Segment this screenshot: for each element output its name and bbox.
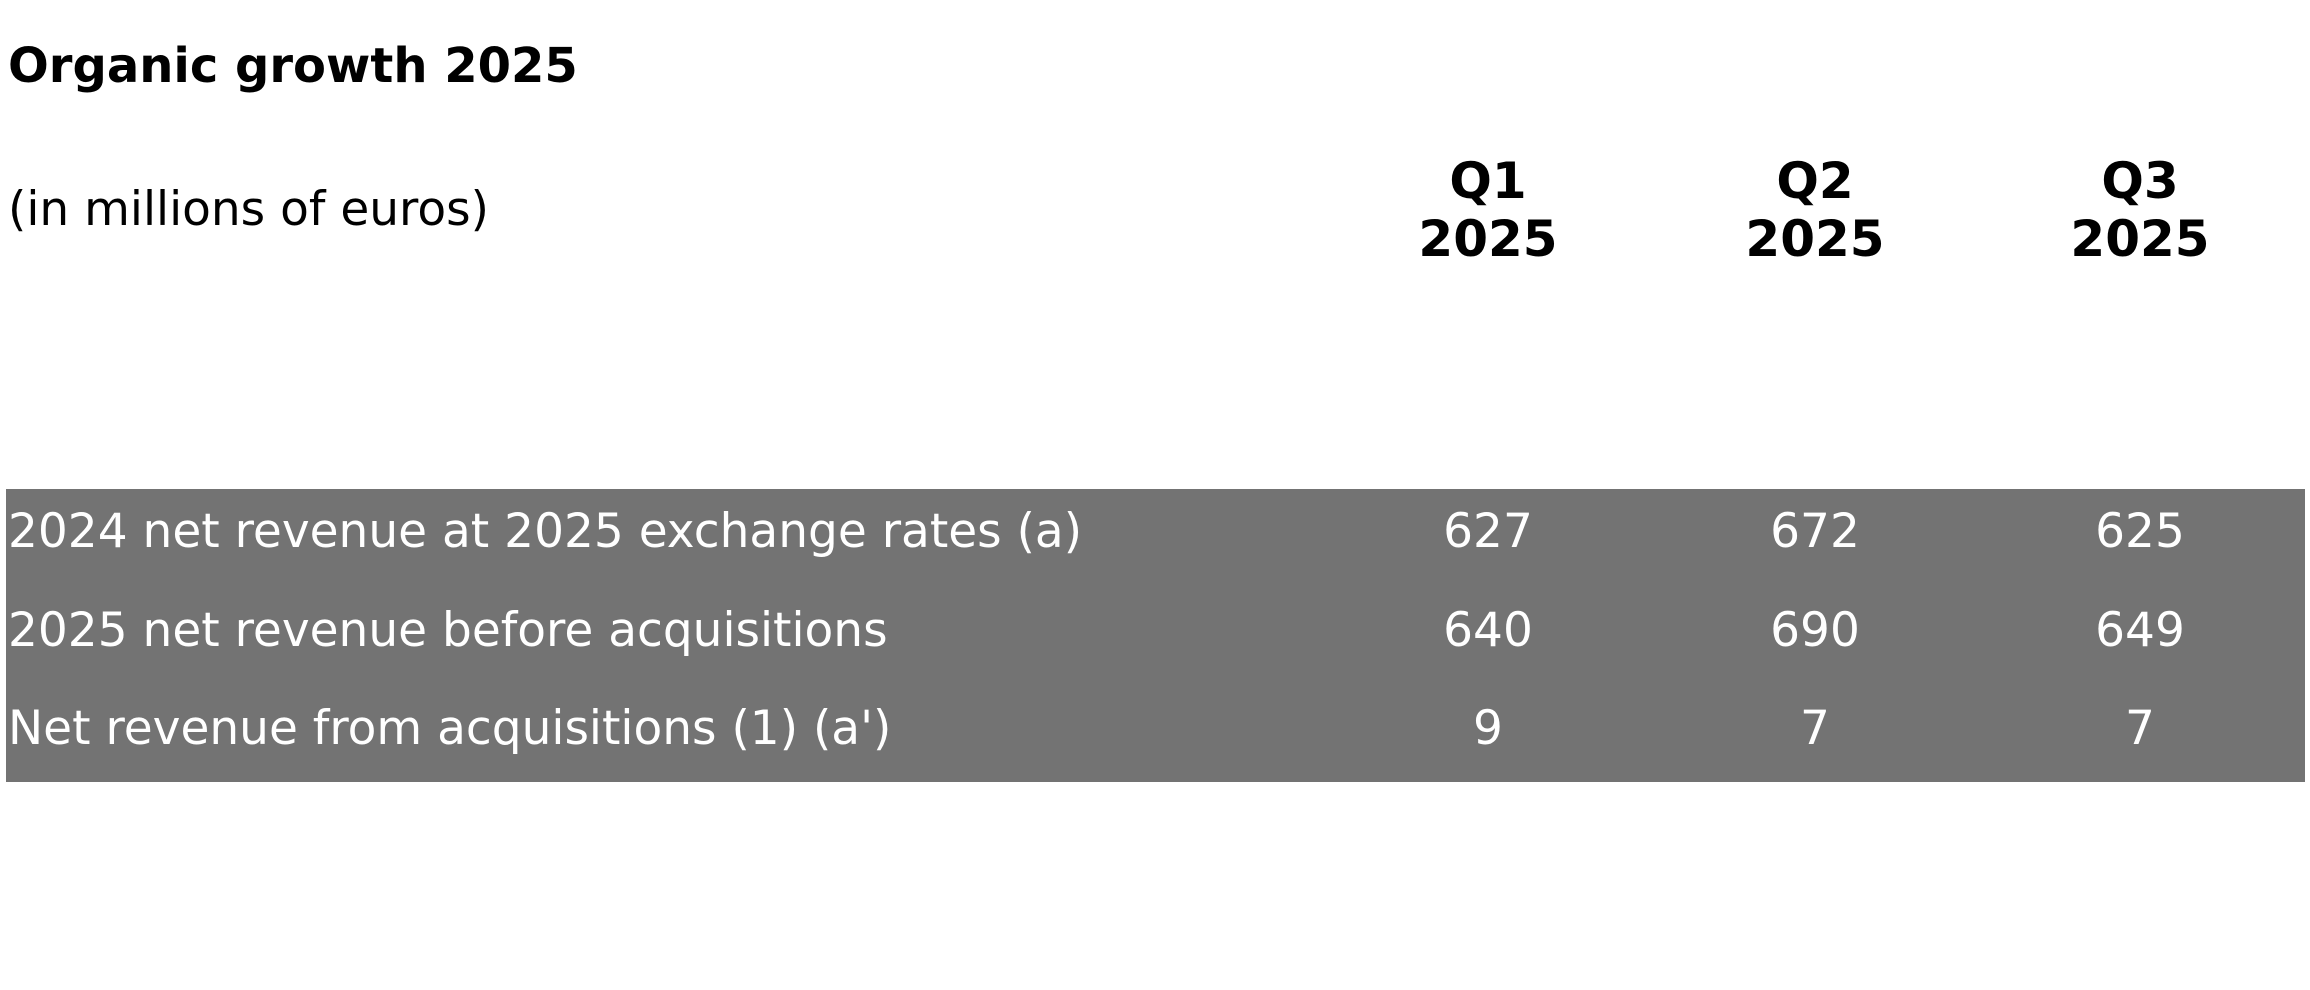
cell-value: 627: [1443, 504, 1533, 559]
caption: (in millions of euros): [8, 182, 489, 237]
cell-value: 7: [2125, 701, 2155, 756]
column-header: Q2 2025: [1745, 152, 1885, 268]
column-header: Q1 2025: [1418, 152, 1558, 268]
cell-value: 7: [1800, 701, 1830, 756]
row-label: Net revenue from acquisitions (1) (a'): [8, 701, 892, 756]
cell-value: 690: [1770, 603, 1860, 658]
cell-value: 625: [2095, 504, 2185, 559]
row-label: 2025 net revenue before acquisitions: [8, 603, 888, 658]
cell-value: 649: [2095, 603, 2185, 658]
row-label: 2024 net revenue at 2025 exchange rates …: [8, 504, 1083, 559]
cell-value: 9: [1473, 701, 1503, 756]
cell-value: 640: [1443, 603, 1533, 658]
title: Organic growth 2025: [8, 38, 578, 94]
cell-value: 672: [1770, 504, 1860, 559]
column-header: Q3 2025: [2070, 152, 2210, 268]
table-body: 2024 net revenue at 2025 exchange rates …: [6, 489, 2305, 782]
